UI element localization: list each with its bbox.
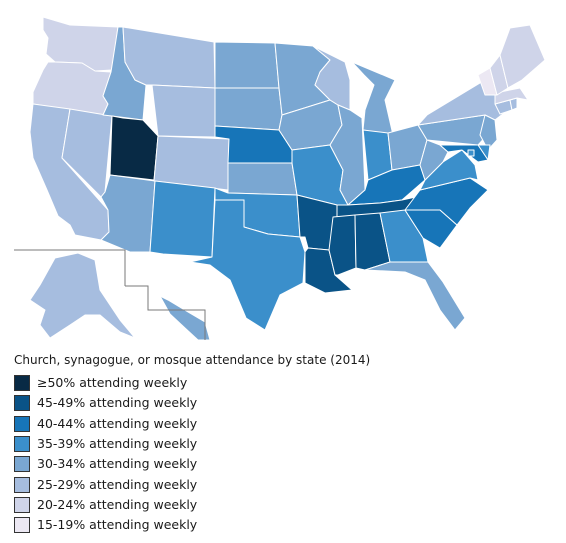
- legend-swatch: [14, 456, 30, 473]
- state-hi: [159, 295, 211, 341]
- legend-label: 45-49% attending weekly: [37, 395, 198, 411]
- legend-rows: ≥50% attending weekly 45-49% attending w…: [14, 373, 454, 535]
- legend-swatch: [14, 517, 30, 534]
- state-fl: [364, 261, 466, 331]
- state-tx: [189, 199, 306, 331]
- state-sd: [214, 87, 283, 131]
- state-az: [100, 174, 156, 253]
- state-ks: [227, 162, 298, 196]
- legend-item: 20-24% attending weekly: [14, 495, 454, 515]
- state-ms: [328, 214, 357, 276]
- legend-swatch: [14, 395, 30, 412]
- state-dc: [467, 149, 475, 157]
- legend-swatch: [14, 415, 30, 432]
- state-me: [499, 24, 546, 89]
- legend-swatch: [14, 476, 30, 493]
- legend-item: 30-34% attending weekly: [14, 454, 454, 474]
- state-nm: [149, 180, 216, 258]
- state-ga: [379, 209, 429, 263]
- legend-title: Church, synagogue, or mosque attendance …: [14, 353, 371, 367]
- legend-label: 30-34% attending weekly: [37, 456, 198, 472]
- states-layer: [29, 16, 546, 341]
- legend-swatch: [14, 375, 30, 392]
- state-md: [439, 144, 489, 163]
- legend-item: ≥50% attending weekly: [14, 373, 454, 393]
- legend-item: 45-49% attending weekly: [14, 393, 454, 413]
- state-mt: [122, 26, 216, 89]
- inset-frames: [14, 249, 206, 340]
- state-ut: [109, 115, 159, 181]
- state-ak: [29, 252, 136, 339]
- legend-label: 40-44% attending weekly: [37, 415, 198, 431]
- legend-item: 25-29% attending weekly: [14, 474, 454, 494]
- legend-label: 35-39% attending weekly: [37, 436, 198, 452]
- state-nj: [479, 114, 498, 151]
- legend-swatch: [14, 436, 30, 453]
- state-ma: [494, 87, 529, 105]
- hawaii-inset-frame: [125, 285, 206, 340]
- map-legend: Church, synagogue, or mosque attendance …: [14, 352, 454, 535]
- legend-label: 15-19% attending weekly: [37, 517, 198, 533]
- alaska-inset-frame: [14, 249, 126, 286]
- state-wy: [151, 84, 216, 138]
- legend-item: 35-39% attending weekly: [14, 434, 454, 454]
- state-il: [329, 104, 366, 206]
- legend-swatch: [14, 496, 30, 513]
- legend-item: 40-44% attending weekly: [14, 414, 454, 434]
- state-nd: [214, 41, 280, 89]
- state-wi: [312, 45, 351, 111]
- legend-label: ≥50% attending weekly: [37, 375, 188, 391]
- legend-label: 20-24% attending weekly: [37, 496, 198, 512]
- legend-label: 25-29% attending weekly: [37, 476, 198, 492]
- legend-item: 15-19% attending weekly: [14, 515, 454, 535]
- us-states-map: [14, 16, 546, 341]
